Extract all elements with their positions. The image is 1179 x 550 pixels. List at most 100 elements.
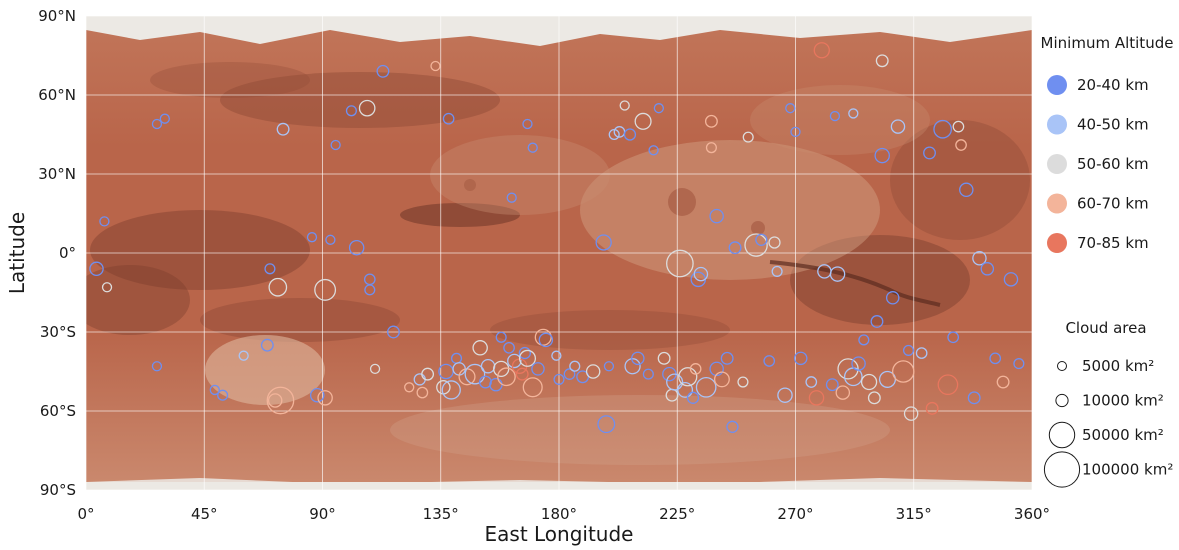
cloud-marker-151	[1013, 358, 1025, 370]
cloud-marker-136	[915, 347, 928, 359]
cloud-marker-109	[785, 103, 796, 114]
cloud-marker-59	[506, 192, 517, 203]
cloud-marker-96	[709, 361, 724, 377]
cloud-marker-105	[763, 355, 776, 367]
cloud-marker-89	[689, 363, 702, 375]
cloud-marker-12	[266, 386, 295, 415]
y-tick-label-5: 60°S	[40, 402, 76, 420]
cloud-marker-100	[728, 241, 742, 255]
cloud-marker-84	[666, 373, 684, 391]
y-tick-label-2: 30°N	[38, 165, 76, 183]
cloud-area-legend-title: Cloud area	[1065, 319, 1146, 337]
cloud-marker-140	[937, 374, 959, 396]
cloud-marker-52	[518, 346, 531, 360]
cloud-marker-94	[705, 142, 717, 154]
x-tick-label-3: 135°	[423, 505, 459, 523]
cloud-marker-149	[996, 375, 1010, 389]
cloud-marker-101	[737, 376, 749, 388]
cloud-area-legend-marker-3	[1043, 451, 1081, 488]
cloud-marker-106	[768, 236, 781, 249]
altitude-legend-swatch-0	[1047, 75, 1067, 95]
cloud-marker-76	[631, 351, 645, 366]
altitude-legend-label-0: 20-40 km	[1077, 76, 1149, 94]
cloud-marker-70	[603, 361, 615, 372]
cloud-marker-119	[835, 385, 851, 400]
cloud-marker-67	[585, 364, 601, 379]
y-tick-label-6: 90°S	[40, 481, 76, 499]
cloud-marker-20	[330, 139, 341, 151]
altitude-legend-swatch-4	[1047, 233, 1067, 253]
x-tick-label-2: 90°	[309, 505, 336, 523]
cloud-marker-112	[805, 376, 818, 388]
cloud-marker-41	[464, 363, 486, 385]
x-tick-label-8: 360°	[1014, 505, 1050, 523]
cloud-marker-131	[885, 291, 900, 305]
cloud-marker-117	[829, 110, 841, 122]
cloud-marker-7	[217, 389, 229, 401]
cloud-area-legend-label-0: 5000 km²	[1082, 357, 1154, 375]
cloud-marker-114	[813, 42, 830, 59]
cloud-marker-122	[848, 108, 859, 119]
y-axis-label: Latitude	[5, 212, 29, 294]
cloud-marker-77	[634, 112, 652, 130]
cloud-marker-92	[695, 376, 717, 398]
altitude-legend: Minimum Altitude 20-40 km 40-50 km 50-60 k…	[1041, 34, 1173, 253]
cloud-marker-134	[902, 344, 915, 356]
cloud-marker-126	[867, 391, 881, 405]
x-tick-label-1: 45°	[191, 505, 218, 523]
cloud-marker-118	[829, 266, 846, 282]
cloud-marker-111	[794, 351, 808, 366]
cloud-marker-123	[851, 356, 866, 371]
cloud-marker-43	[478, 375, 492, 389]
cloud-marker-3	[151, 118, 163, 130]
cloud-marker-95	[709, 208, 724, 224]
cloud-marker-110	[790, 126, 801, 138]
x-tick-label-0: 0°	[77, 505, 94, 523]
cloud-marker-47	[497, 367, 516, 387]
cloud-marker-85	[666, 249, 694, 278]
cloud-marker-6	[209, 384, 220, 396]
cloud-marker-4	[159, 113, 170, 124]
cloud-marker-97	[713, 371, 730, 388]
cloud-marker-17	[314, 278, 337, 301]
cloud-area-legend-label-2: 50000 km²	[1082, 426, 1164, 444]
gridlines	[85, 15, 1033, 491]
altitude-legend-swatch-2	[1047, 154, 1067, 174]
cloud-marker-5	[151, 361, 163, 372]
cloud-marker-53	[518, 349, 537, 367]
cloud-marker-0	[89, 261, 104, 277]
cloud-area-legend-marker-2	[1048, 421, 1076, 449]
cloud-marker-1	[101, 282, 113, 293]
cloud-marker-63	[553, 373, 565, 385]
cloud-marker-49	[507, 353, 522, 369]
altitude-legend-label-3: 60-70 km	[1077, 195, 1149, 213]
altitude-legend-label-2: 50-60 km	[1077, 155, 1149, 173]
cloud-marker-2	[99, 216, 110, 227]
cloud-marker-75	[624, 358, 641, 375]
cloud-marker-65	[569, 360, 581, 372]
cloud-marker-56	[534, 328, 552, 346]
cloud-marker-145	[967, 391, 981, 405]
cloud-marker-32	[421, 367, 435, 381]
cloud-marker-61	[527, 142, 538, 153]
cloud-marker-102	[742, 131, 754, 143]
cloud-marker-144	[959, 182, 974, 198]
cloud-marker-98	[720, 351, 734, 365]
cloud-marker-128	[875, 54, 889, 68]
cloud-marker-55	[531, 362, 545, 376]
cloud-marker-26	[369, 363, 381, 375]
cloud-marker-91	[693, 266, 709, 282]
cloud-area-legend: Cloud area 5000 km² 10000 km² 50000 km² 100…	[1043, 319, 1173, 488]
cloud-marker-62	[551, 350, 562, 361]
cloud-marker-18	[317, 390, 333, 406]
cloud-marker-51	[515, 367, 529, 381]
cloud-marker-74	[623, 128, 637, 141]
cloud-marker-99	[726, 420, 739, 433]
cloud-marker-54	[522, 377, 543, 398]
cloud-marker-107	[771, 265, 783, 277]
cloud-marker-79	[648, 145, 659, 156]
cloud-marker-132	[890, 119, 906, 134]
cloud-marker-21	[345, 105, 357, 117]
cloud-marker-113	[808, 390, 825, 406]
cloud-marker-8	[238, 350, 249, 361]
